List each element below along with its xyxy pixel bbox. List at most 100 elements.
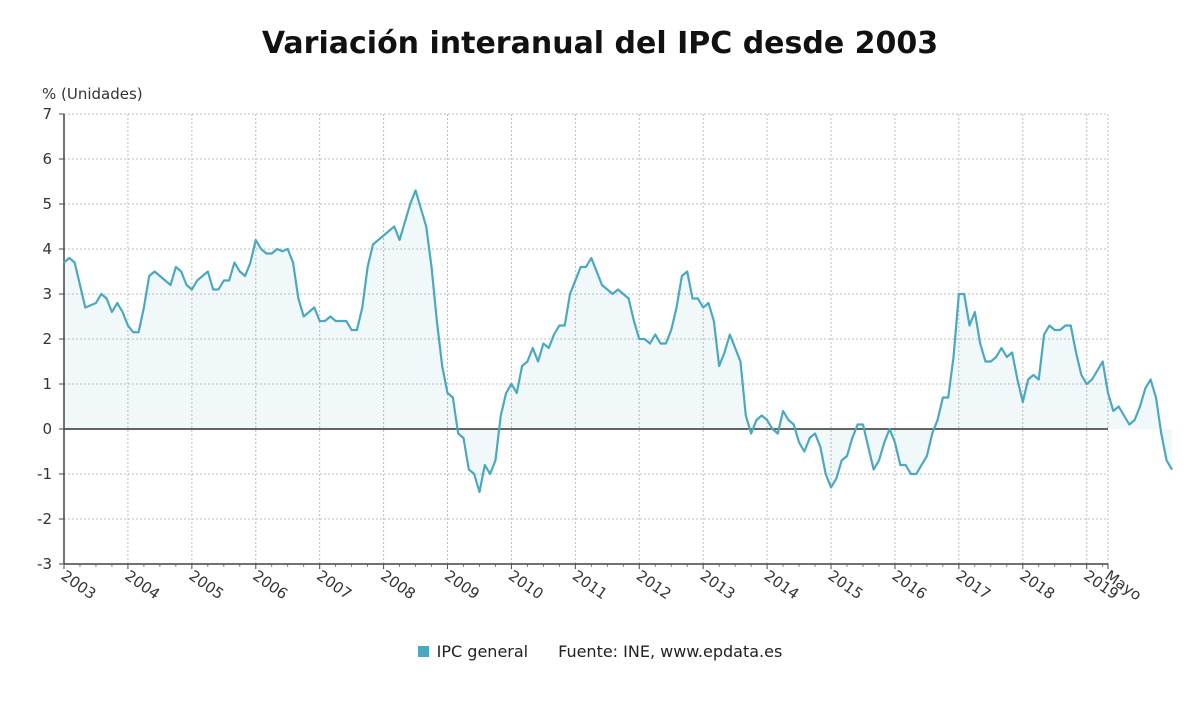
x-tick-label: 2011 bbox=[569, 567, 611, 604]
data-point bbox=[894, 441, 896, 444]
data-point bbox=[345, 320, 347, 322]
data-point bbox=[1134, 419, 1136, 421]
data-point bbox=[1123, 414, 1125, 417]
data-point bbox=[729, 333, 731, 336]
data-point bbox=[68, 257, 70, 259]
data-point bbox=[377, 239, 379, 241]
data-point bbox=[537, 360, 539, 363]
data-point bbox=[121, 311, 124, 313]
data-point bbox=[734, 347, 736, 349]
data-point bbox=[793, 423, 795, 426]
data-point bbox=[303, 315, 305, 318]
legend-label-ipc-general: IPC general bbox=[436, 642, 529, 661]
data-point bbox=[462, 437, 465, 439]
data-point bbox=[564, 324, 566, 327]
x-tick-label: 2012 bbox=[633, 567, 675, 604]
data-point bbox=[606, 288, 608, 291]
data-point bbox=[452, 396, 454, 399]
data-point bbox=[361, 306, 363, 309]
data-point bbox=[281, 250, 283, 252]
data-point bbox=[542, 342, 544, 345]
data-point bbox=[132, 331, 134, 333]
data-point bbox=[574, 279, 576, 282]
y-tick-label: 7 bbox=[42, 105, 52, 123]
data-point bbox=[90, 304, 92, 306]
data-point bbox=[164, 279, 166, 282]
data-point bbox=[1059, 329, 1061, 331]
y-tick-labels: -3 -2 -1 0 1 2 3 4 5 6 7 bbox=[37, 105, 52, 573]
data-point bbox=[707, 302, 710, 304]
data-point bbox=[1043, 333, 1045, 336]
data-point bbox=[265, 252, 268, 255]
data-point bbox=[643, 338, 646, 340]
data-point bbox=[1165, 459, 1168, 462]
y-tick-label: -2 bbox=[37, 510, 52, 528]
data-point bbox=[430, 266, 433, 268]
data-point bbox=[510, 383, 513, 385]
data-point bbox=[100, 293, 102, 295]
data-point bbox=[558, 324, 560, 327]
data-point bbox=[207, 270, 209, 273]
data-point bbox=[1102, 360, 1104, 363]
data-point bbox=[489, 473, 491, 475]
data-point bbox=[1139, 405, 1141, 408]
data-point bbox=[739, 360, 742, 363]
data-point bbox=[691, 297, 694, 300]
data-point bbox=[633, 320, 635, 322]
data-point bbox=[814, 432, 816, 435]
data-point bbox=[766, 419, 768, 421]
legend-swatch-ipc-general bbox=[417, 646, 429, 657]
data-point bbox=[750, 432, 752, 435]
data-point bbox=[665, 342, 667, 345]
data-point bbox=[926, 455, 928, 457]
data-point bbox=[457, 432, 459, 435]
data-point bbox=[335, 320, 337, 322]
data-point bbox=[521, 365, 523, 367]
data-point bbox=[649, 342, 651, 345]
data-point bbox=[867, 446, 869, 448]
data-point bbox=[718, 365, 720, 367]
data-point bbox=[670, 329, 672, 331]
data-point bbox=[1150, 378, 1152, 381]
data-point bbox=[1118, 405, 1120, 408]
data-point bbox=[484, 464, 486, 466]
data-point bbox=[223, 279, 225, 282]
data-point bbox=[420, 207, 422, 210]
data-point bbox=[116, 302, 118, 304]
data-point bbox=[1011, 351, 1013, 354]
x-tick-label: 2003 bbox=[58, 567, 100, 604]
data-point bbox=[889, 428, 891, 430]
data-point bbox=[713, 320, 715, 322]
data-point bbox=[494, 459, 497, 462]
data-point bbox=[159, 275, 161, 277]
x-tick-label: 2006 bbox=[249, 567, 291, 604]
data-point bbox=[292, 261, 294, 264]
data-point bbox=[180, 270, 182, 273]
data-point bbox=[825, 473, 827, 475]
data-point bbox=[137, 331, 140, 333]
data-point bbox=[851, 437, 853, 439]
data-point bbox=[755, 419, 758, 421]
data-point bbox=[974, 311, 976, 313]
data-point bbox=[340, 320, 342, 322]
data-point bbox=[356, 329, 358, 331]
data-point bbox=[239, 270, 241, 273]
data-point bbox=[1155, 396, 1157, 399]
data-point bbox=[1128, 423, 1130, 426]
legend: IPC general Fuente: INE, www.epdata.es bbox=[0, 642, 1200, 661]
x-tick-label: 2016 bbox=[889, 567, 931, 604]
chart-plot: % (Unidades) -3 -2 -1 0 1 2 3 4 5 6 7 2003 2004 2005… bbox=[37, 85, 1173, 604]
data-point bbox=[569, 293, 571, 295]
y-tick-label: -1 bbox=[37, 465, 52, 483]
data-point bbox=[255, 239, 257, 241]
data-point bbox=[329, 315, 331, 318]
data-point bbox=[79, 284, 81, 286]
data-point bbox=[580, 266, 582, 268]
data-point bbox=[904, 464, 907, 466]
data-point bbox=[777, 432, 779, 435]
gridlines bbox=[64, 113, 1109, 564]
data-point bbox=[500, 414, 502, 417]
data-point bbox=[287, 248, 289, 250]
data-point bbox=[910, 473, 912, 475]
data-point bbox=[681, 275, 683, 277]
